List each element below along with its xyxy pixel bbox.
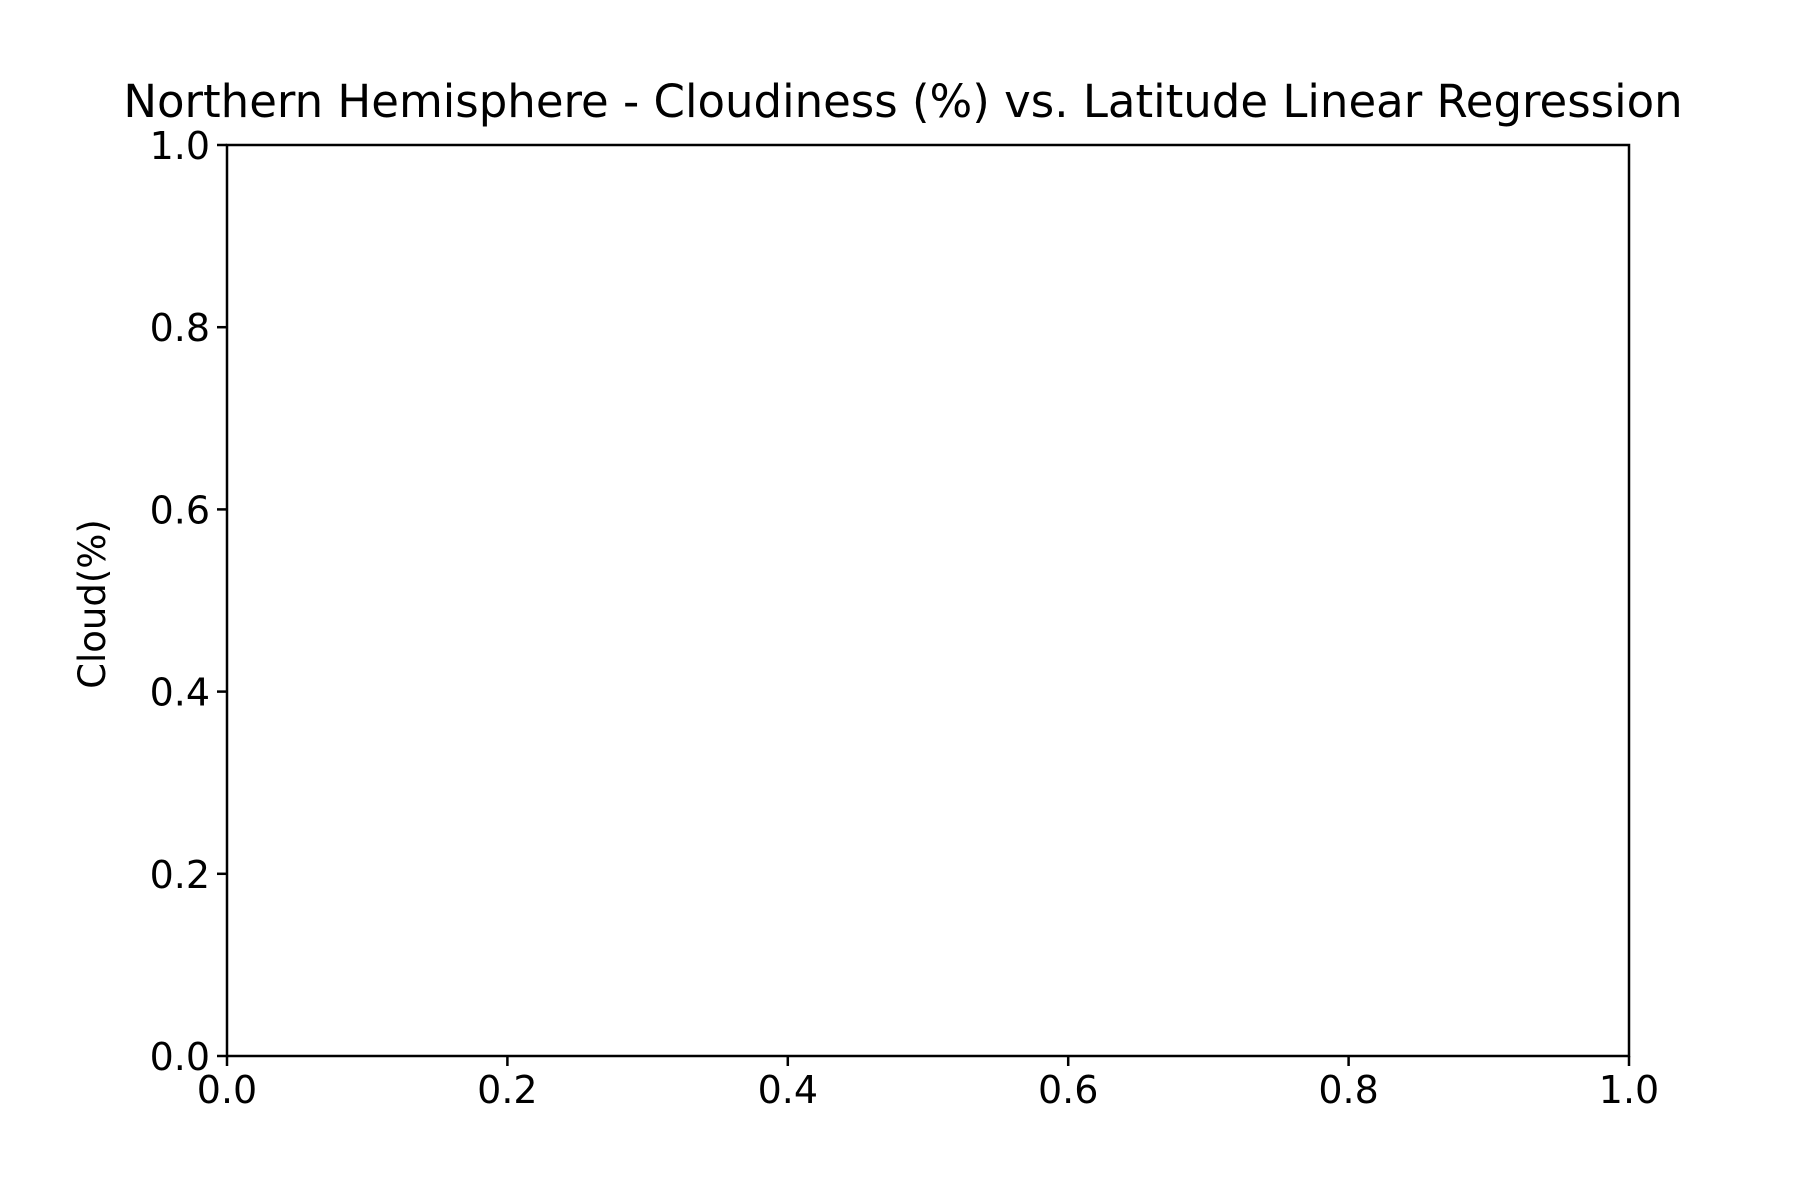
y-tick-label: 0.8 [150, 306, 210, 350]
x-tick-label: 1.0 [1599, 1068, 1659, 1112]
y-tick-label: 0.4 [150, 671, 210, 715]
plot-area-frame [225, 143, 1631, 1058]
ticks-layer: 0.0 0.2 0.4 0.6 0.8 1.0 0.0 0.2 0.4 0.6 0.8 1.0 [150, 124, 1660, 1112]
y-tick-label: 0.2 [150, 853, 210, 897]
x-tick-label: 0.6 [1038, 1068, 1098, 1112]
chart-title: Northern Hemisphere - Cloudiness (%) vs.… [123, 75, 1682, 128]
y-axis-label: Cloud(%) [71, 519, 114, 689]
x-tick-label: 0.0 [197, 1068, 257, 1112]
x-tick-label: 0.4 [758, 1068, 818, 1112]
y-tick-label: 1.0 [150, 124, 210, 168]
y-tick-label: 0.6 [150, 488, 210, 532]
x-tick-label: 0.8 [1318, 1068, 1378, 1112]
x-tick-label: 0.2 [477, 1068, 537, 1112]
y-tick-label: 0.0 [150, 1035, 210, 1079]
